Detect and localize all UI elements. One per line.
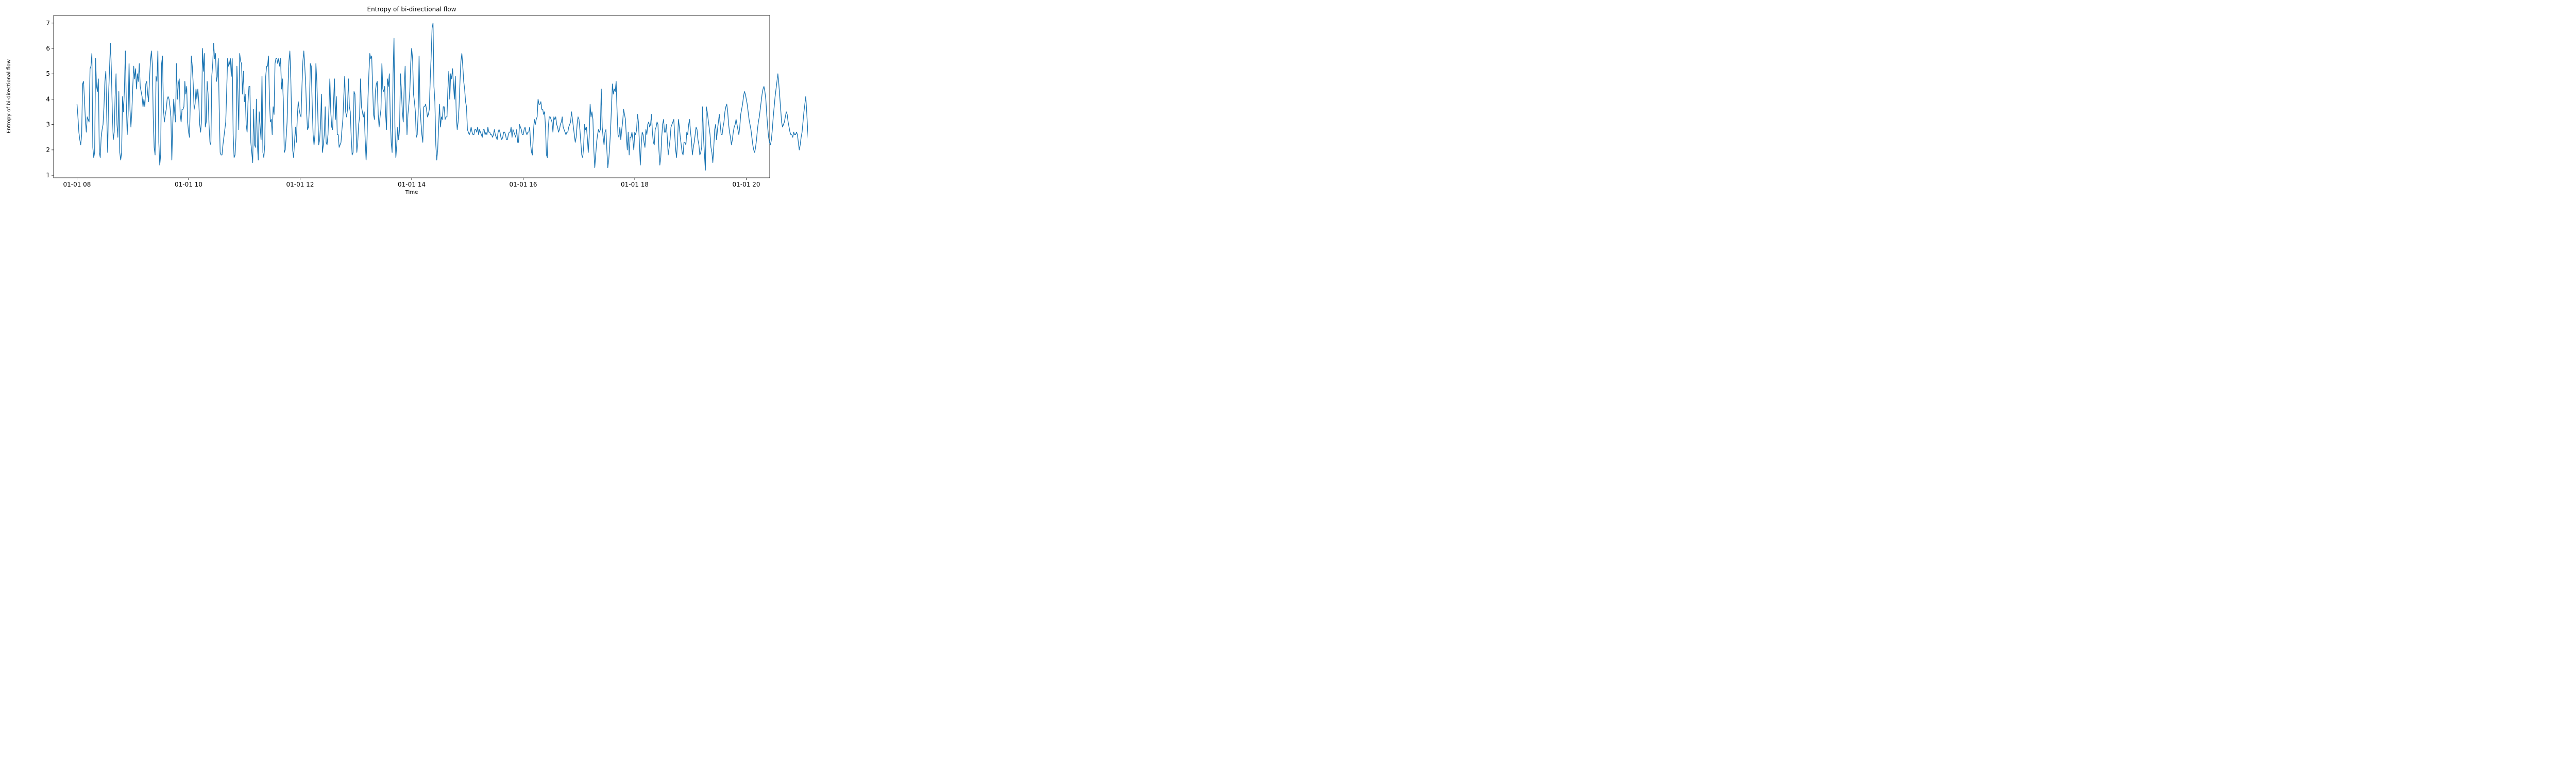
entropy-series-line bbox=[76, 23, 808, 171]
line-chart: Entropy of bi-directional flow 1 2 3 4 5 6 7 0… bbox=[6, 6, 808, 195]
x-tick-label: 01-01 14 bbox=[398, 181, 426, 188]
y-axis-label: Entropy of bi-directional flow bbox=[6, 59, 12, 133]
y-axis-ticks: 1 2 3 4 5 6 7 bbox=[46, 20, 54, 179]
plot-area bbox=[53, 15, 770, 178]
y-tick-label: 7 bbox=[46, 20, 50, 27]
y-tick-label: 4 bbox=[46, 95, 50, 103]
y-tick-label: 5 bbox=[46, 70, 50, 77]
x-tick-label: 01-01 16 bbox=[510, 181, 537, 188]
x-tick-label: 01-01 18 bbox=[621, 181, 649, 188]
y-tick-label: 1 bbox=[46, 172, 50, 179]
y-tick-label: 3 bbox=[46, 121, 50, 128]
chart-title: Entropy of bi-directional flow bbox=[367, 6, 456, 13]
x-axis-ticks: 01-01 08 01-01 10 01-01 12 01-01 14 01-01 16… bbox=[63, 178, 760, 188]
y-tick-label: 2 bbox=[46, 146, 50, 154]
x-tick-label: 01-01 08 bbox=[63, 181, 91, 188]
x-tick-label: 01-01 10 bbox=[175, 181, 202, 188]
y-tick-label: 6 bbox=[46, 45, 50, 52]
x-tick-label: 01-01 12 bbox=[286, 181, 314, 188]
x-tick-label: 01-01 20 bbox=[733, 181, 760, 188]
x-axis-label: Time bbox=[405, 190, 418, 195]
